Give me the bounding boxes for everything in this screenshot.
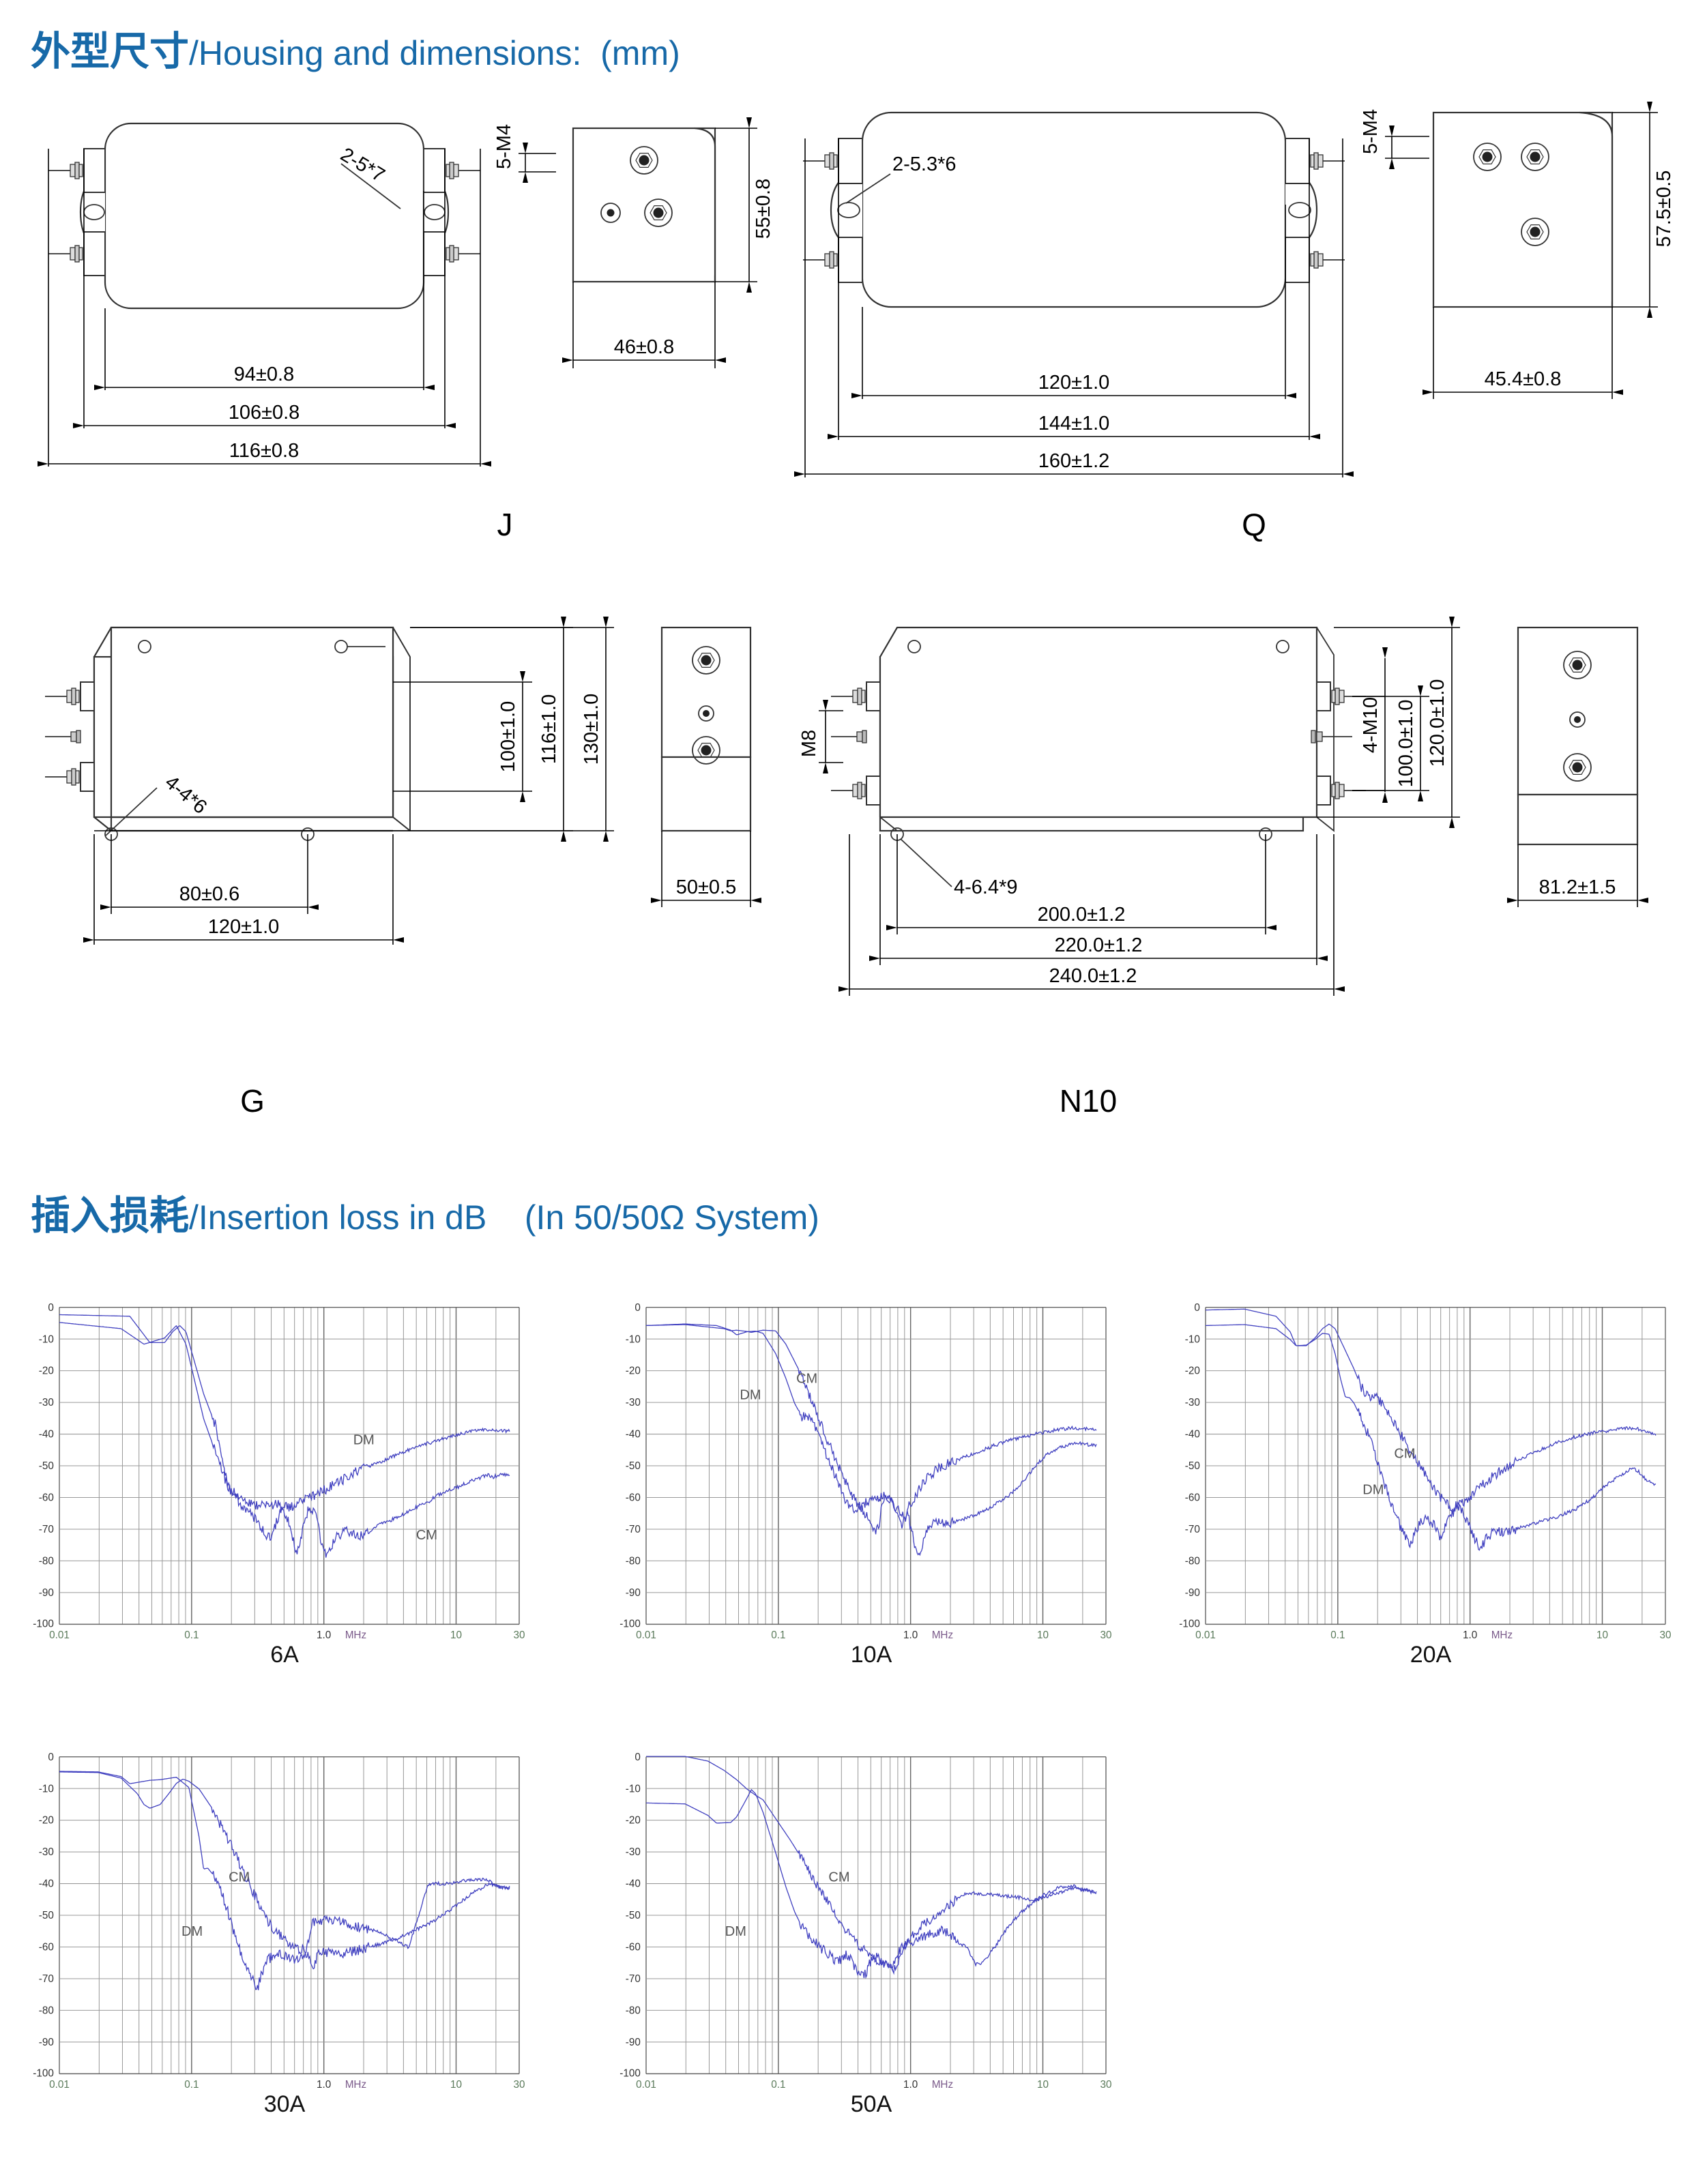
- svg-text:4-M10: 4-M10: [1360, 697, 1382, 753]
- svg-text:2-5.3*6: 2-5.3*6: [892, 153, 957, 175]
- svg-text:5-M4: 5-M4: [493, 124, 515, 169]
- svg-text:CM: CM: [828, 1870, 849, 1885]
- svg-text:J: J: [497, 507, 513, 542]
- svg-text:100.0±1.0: 100.0±1.0: [1395, 700, 1417, 788]
- svg-text:CM: CM: [416, 1528, 437, 1543]
- svg-text:80±0.6: 80±0.6: [179, 883, 240, 905]
- svg-text:G: G: [240, 1083, 265, 1119]
- svg-text:220.0±1.2: 220.0±1.2: [1055, 934, 1143, 956]
- svg-text:4-6.4*9: 4-6.4*9: [954, 876, 1018, 898]
- svg-text:106±0.8: 106±0.8: [229, 402, 300, 424]
- svg-text:DM: DM: [725, 1924, 746, 1939]
- svg-text:DM: DM: [181, 1924, 203, 1939]
- svg-text:Q: Q: [1242, 507, 1266, 542]
- svg-text:DM: DM: [1362, 1482, 1384, 1497]
- svg-text:160±1.2: 160±1.2: [1038, 450, 1110, 472]
- svg-text:N10: N10: [1060, 1083, 1117, 1119]
- svg-text:57.5±0.5: 57.5±0.5: [1653, 171, 1675, 248]
- svg-text:50A: 50A: [851, 2091, 892, 2117]
- svg-text:116±0.8: 116±0.8: [229, 440, 299, 462]
- svg-text:DM: DM: [740, 1387, 761, 1402]
- svg-text:50±0.5: 50±0.5: [676, 876, 737, 898]
- svg-text:144±1.0: 144±1.0: [1038, 413, 1110, 434]
- svg-text:130±1.0: 130±1.0: [581, 694, 602, 765]
- svg-text:94±0.8: 94±0.8: [234, 364, 295, 385]
- svg-text:120.0±1.0: 120.0±1.0: [1427, 679, 1448, 767]
- svg-text:M8: M8: [798, 730, 820, 757]
- svg-text:120±1.0: 120±1.0: [1038, 372, 1110, 394]
- svg-text:6A: 6A: [270, 1642, 299, 1668]
- svg-text:DM: DM: [353, 1433, 375, 1448]
- svg-text:CM: CM: [229, 1870, 250, 1885]
- svg-text:20A: 20A: [1410, 1642, 1452, 1668]
- svg-text:CM: CM: [796, 1372, 817, 1387]
- svg-text:45.4±0.8: 45.4±0.8: [1485, 368, 1562, 390]
- svg-text:81.2±1.5: 81.2±1.5: [1539, 876, 1616, 898]
- svg-text:30A: 30A: [264, 2091, 306, 2117]
- svg-text:10A: 10A: [851, 1642, 892, 1668]
- svg-text:CM: CM: [1394, 1446, 1415, 1461]
- svg-text:240.0±1.2: 240.0±1.2: [1049, 965, 1137, 987]
- svg-text:46±0.8: 46±0.8: [614, 336, 675, 358]
- svg-text:116±1.0: 116±1.0: [538, 694, 560, 764]
- svg-text:200.0±1.2: 200.0±1.2: [1038, 904, 1126, 926]
- svg-text:100±1.0: 100±1.0: [497, 701, 519, 773]
- svg-text:5-M4: 5-M4: [1360, 109, 1382, 154]
- svg-text:55±0.8: 55±0.8: [753, 179, 774, 239]
- svg-text:120±1.0: 120±1.0: [208, 916, 280, 938]
